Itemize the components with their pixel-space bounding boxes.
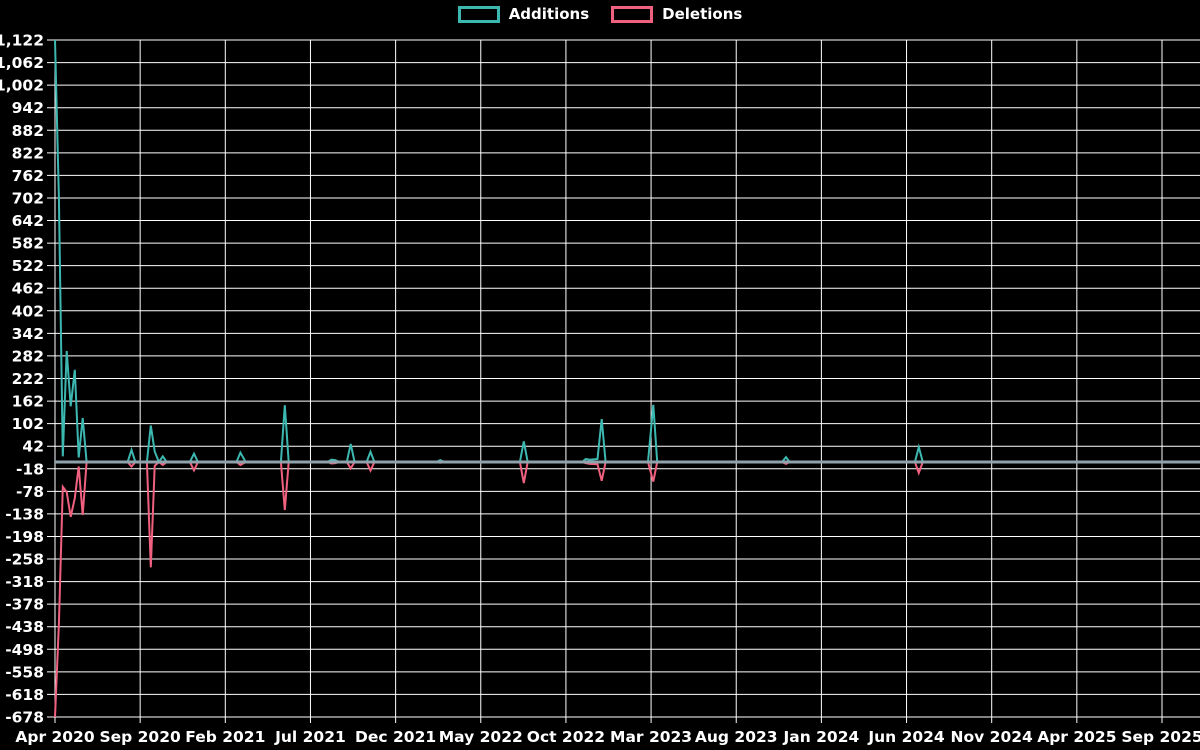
y-tick-label: 882 bbox=[12, 122, 44, 140]
legend-additions-label: Additions bbox=[508, 5, 590, 23]
y-tick-label: -378 bbox=[5, 596, 44, 614]
y-tick-label: -258 bbox=[5, 551, 44, 569]
x-tick-label: Aug 2023 bbox=[695, 728, 778, 746]
x-tick-label: Dec 2021 bbox=[355, 728, 436, 746]
y-tick-label: 162 bbox=[12, 393, 44, 411]
y-tick-label: 822 bbox=[12, 144, 44, 162]
x-tick-label: Feb 2021 bbox=[185, 728, 265, 746]
y-tick-label: 522 bbox=[12, 257, 44, 275]
y-tick-label: -678 bbox=[5, 709, 44, 727]
deletions-line bbox=[54, 460, 1200, 718]
additions-line bbox=[54, 39, 1200, 465]
y-tick-label: -618 bbox=[5, 686, 44, 704]
additions-swatch-icon bbox=[457, 6, 500, 23]
y-tick-label: 462 bbox=[12, 280, 44, 298]
y-tick-label: -138 bbox=[5, 505, 44, 523]
gridlines bbox=[47, 39, 1200, 723]
legend-item-deletions[interactable]: Deletions bbox=[611, 6, 742, 23]
y-tick-label: -78 bbox=[16, 483, 44, 501]
y-tick-label: 1,002 bbox=[0, 77, 44, 95]
y-tick-label: -558 bbox=[5, 663, 44, 681]
x-tick-label: Sep 2020 bbox=[99, 728, 181, 746]
y-tick-label: 582 bbox=[12, 235, 44, 253]
y-tick-label: -498 bbox=[5, 641, 44, 659]
x-tick-label: Nov 2024 bbox=[951, 728, 1033, 746]
x-tick-label: May 2022 bbox=[439, 728, 523, 746]
y-tick-label: -318 bbox=[5, 573, 44, 591]
x-tick-label: Sep 2025 bbox=[1121, 728, 1200, 746]
x-tick-label: Mar 2023 bbox=[610, 728, 692, 746]
y-tick-label: 402 bbox=[12, 302, 44, 320]
y-tick-label: 762 bbox=[12, 167, 44, 185]
legend-deletions-label: Deletions bbox=[662, 5, 743, 23]
x-tick-label: Oct 2022 bbox=[527, 728, 605, 746]
y-tick-label: -198 bbox=[5, 528, 44, 546]
x-tick-label: Apr 2020 bbox=[15, 728, 94, 746]
axis-labels: 1,122 1,062 1,002 942 882 822 762 702 642 582 522 4… bbox=[0, 32, 1200, 747]
x-tick-label: Jul 2021 bbox=[274, 728, 346, 746]
y-tick-label: 1,122 bbox=[0, 32, 44, 50]
y-tick-label: -18 bbox=[16, 460, 44, 478]
y-tick-label: 702 bbox=[12, 189, 44, 207]
y-tick-label: -438 bbox=[5, 618, 44, 636]
y-tick-label: 1,062 bbox=[0, 54, 44, 72]
y-tick-label: 642 bbox=[12, 212, 44, 230]
y-tick-label: 342 bbox=[12, 325, 44, 343]
y-tick-label: 942 bbox=[12, 99, 44, 117]
legend-item-additions[interactable]: Additions bbox=[457, 5, 590, 23]
y-tick-label: 282 bbox=[12, 347, 44, 365]
y-tick-label: 102 bbox=[12, 415, 44, 433]
x-tick-label: Jan 2024 bbox=[782, 728, 859, 746]
y-tick-label: 42 bbox=[22, 438, 44, 456]
chart-legend: Additions Deletions bbox=[0, 6, 1200, 23]
x-tick-label: Jun 2024 bbox=[867, 728, 945, 746]
deletions-swatch-icon bbox=[611, 6, 654, 23]
x-tick-label: Apr 2025 bbox=[1037, 728, 1116, 746]
y-tick-label: 222 bbox=[12, 370, 44, 388]
